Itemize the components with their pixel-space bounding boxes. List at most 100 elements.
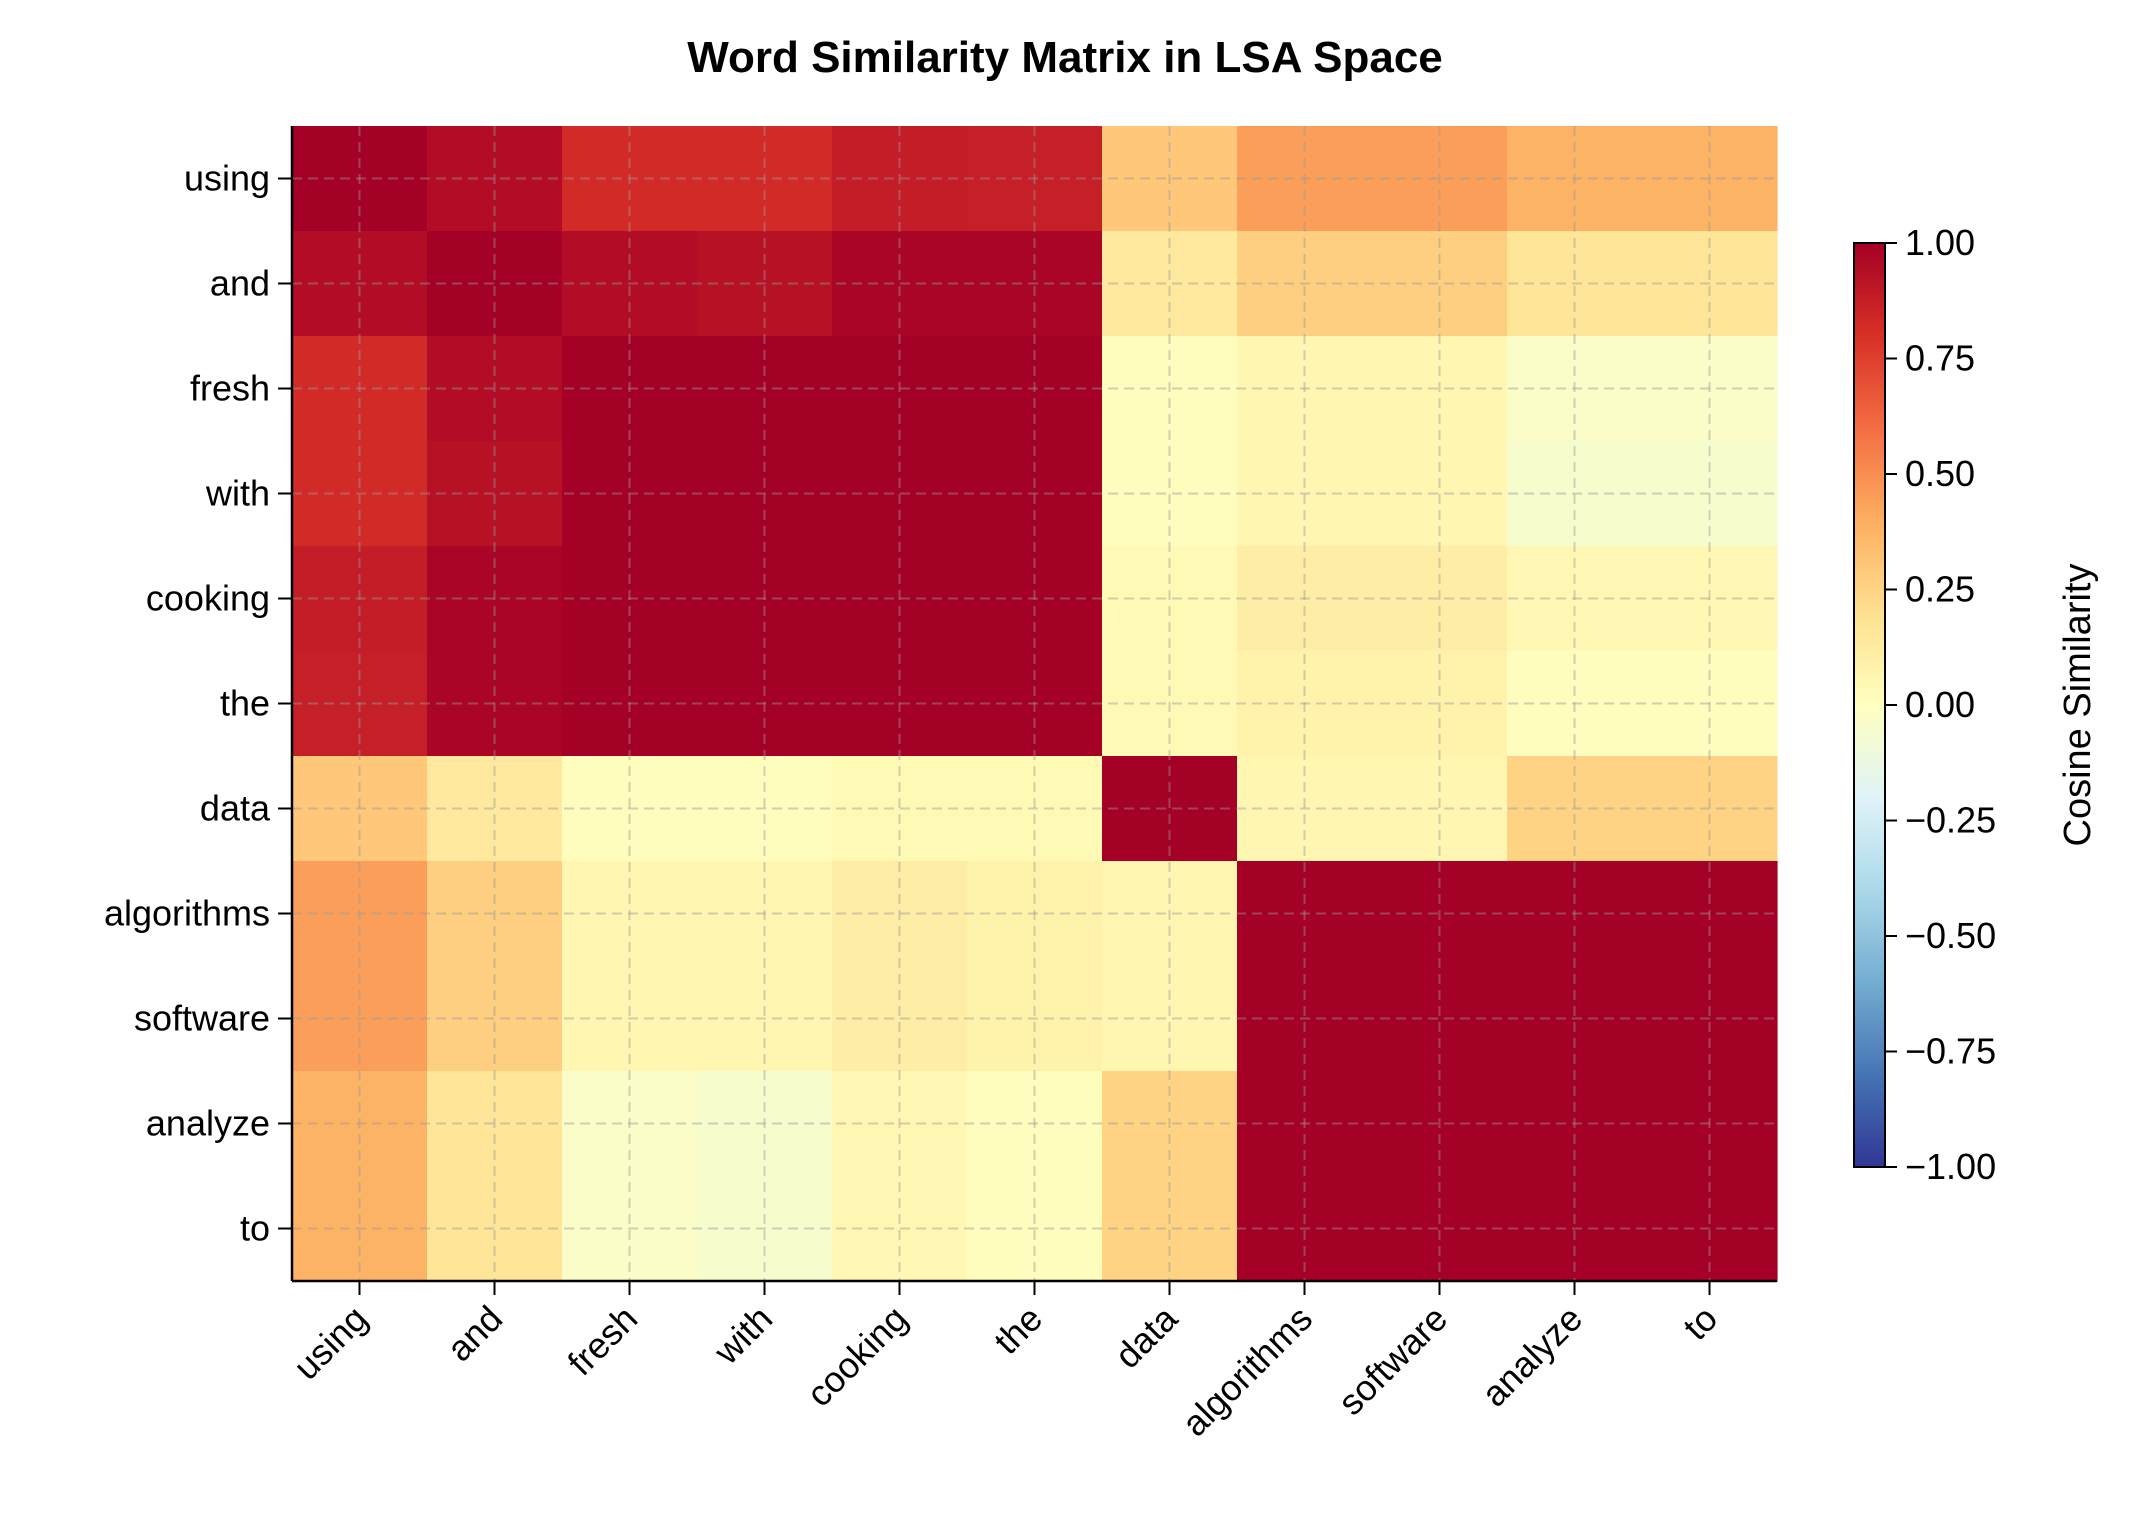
heatmap-cell-algorithms-fresh (562, 861, 698, 967)
heatmap-cell-to-the (967, 1176, 1103, 1282)
heatmap-cell-analyze-analyze (1507, 1071, 1643, 1177)
heatmap-cell-algorithms-data (1102, 861, 1238, 967)
colorbar-tick-label: 0.25 (1905, 569, 1975, 610)
heatmap-cell-analyze-using (292, 1071, 428, 1177)
heatmap-cell-fresh-using (292, 336, 428, 442)
heatmap-cell-using-with (697, 126, 833, 232)
heatmap-cell-cooking-software (1372, 546, 1508, 652)
heatmap-cell-to-analyze (1507, 1176, 1643, 1282)
y-tick-label: algorithms (104, 893, 270, 934)
heatmap-cell-using-using (292, 126, 428, 232)
heatmap-cell-to-and (427, 1176, 563, 1282)
colorbar-tick-label: −0.75 (1905, 1031, 1996, 1072)
heatmap-cell-using-algorithms (1237, 126, 1373, 232)
heatmap-cell-analyze-and (427, 1071, 563, 1177)
x-tick-label: using (285, 1298, 375, 1388)
heatmap-cell-the-cooking (832, 651, 968, 757)
x-tick-label: analyze (1473, 1298, 1590, 1415)
heatmap-cell-with-the (967, 441, 1103, 547)
chart-title: Word Similarity Matrix in LSA Space (687, 33, 1443, 82)
heatmap-cell-cooking-and (427, 546, 563, 652)
heatmap-cell-algorithms-cooking (832, 861, 968, 967)
heatmap-cell-software-using (292, 966, 428, 1072)
heatmap-cell-software-with (697, 966, 833, 1072)
x-tick-label: data (1107, 1297, 1186, 1376)
heatmap-cell-software-analyze (1507, 966, 1643, 1072)
heatmap-cell-cooking-cooking (832, 546, 968, 652)
heatmap-cell-software-software (1372, 966, 1508, 1072)
heatmap-cell-analyze-algorithms (1237, 1071, 1373, 1177)
heatmap-cell-algorithms-to (1642, 861, 1778, 967)
heatmap-cell-with-analyze (1507, 441, 1643, 547)
heatmap-cell-with-data (1102, 441, 1238, 547)
heatmap-cell-with-software (1372, 441, 1508, 547)
heatmap-cells (292, 126, 1778, 1282)
heatmap-cell-and-with (697, 231, 833, 337)
y-tick-label: cooking (146, 578, 270, 619)
colorbar-tick-label: −0.25 (1905, 800, 1996, 841)
y-tick-label: with (205, 473, 270, 514)
heatmap-cell-data-software (1372, 756, 1508, 862)
colorbar-gradient (1853, 242, 1886, 1168)
heatmap-cell-cooking-fresh (562, 546, 698, 652)
colorbar-label: Cosine Similarity (2057, 564, 2099, 847)
x-tick-label: fresh (560, 1298, 646, 1384)
heatmap-cell-data-with (697, 756, 833, 862)
heatmap-cell-algorithms-the (967, 861, 1103, 967)
heatmap-cell-the-and (427, 651, 563, 757)
heatmap-cell-analyze-data (1102, 1071, 1238, 1177)
y-tick-label: and (210, 263, 270, 304)
heatmap-cell-analyze-with (697, 1071, 833, 1177)
heatmap-cell-with-fresh (562, 441, 698, 547)
heatmap-cell-the-with (697, 651, 833, 757)
heatmap-cell-cooking-to (1642, 546, 1778, 652)
heatmap-cell-to-to (1642, 1176, 1778, 1282)
heatmap-cell-software-fresh (562, 966, 698, 1072)
heatmap-cell-algorithms-algorithms (1237, 861, 1373, 967)
heatmap-cell-analyze-the (967, 1071, 1103, 1177)
colorbar-tick-label: 1.00 (1905, 222, 1975, 263)
colorbar-tick-label: −0.50 (1905, 915, 1996, 956)
heatmap-cell-and-the (967, 231, 1103, 337)
y-tick-label: to (240, 1208, 270, 1249)
y-tick-labels: using and fresh with cooking the data algorithm… (104, 158, 271, 1249)
heatmap-cell-with-to (1642, 441, 1778, 547)
heatmap-cell-software-and (427, 966, 563, 1072)
heatmap-cell-using-cooking (832, 126, 968, 232)
heatmap-cell-algorithms-with (697, 861, 833, 967)
heatmap-cell-fresh-with (697, 336, 833, 442)
heatmap-cell-software-algorithms (1237, 966, 1373, 1072)
heatmap-cell-the-algorithms (1237, 651, 1373, 757)
heatmap-cell-software-data (1102, 966, 1238, 1072)
heatmap-cell-and-to (1642, 231, 1778, 337)
x-tick-labels: using and fresh with cooking the dataalgorithm… (285, 1297, 1725, 1444)
heatmap-cell-and-fresh (562, 231, 698, 337)
heatmap-cell-and-and (427, 231, 563, 337)
y-tick-label: the (220, 683, 270, 724)
heatmap-cell-analyze-to (1642, 1071, 1778, 1177)
heatmap-cell-to-cooking (832, 1176, 968, 1282)
heatmap-cell-fresh-cooking (832, 336, 968, 442)
heatmap-cell-software-to (1642, 966, 1778, 1072)
heatmap-cell-fresh-to (1642, 336, 1778, 442)
heatmap-cell-cooking-with (697, 546, 833, 652)
heatmap-cell-and-algorithms (1237, 231, 1373, 337)
heatmap-cell-using-analyze (1507, 126, 1643, 232)
heatmap-cell-fresh-the (967, 336, 1103, 442)
y-tick-label: software (134, 998, 270, 1039)
heatmap-cell-with-algorithms (1237, 441, 1373, 547)
heatmap-cell-the-analyze (1507, 651, 1643, 757)
heatmap-cell-data-the (967, 756, 1103, 862)
heatmap-cell-algorithms-and (427, 861, 563, 967)
heatmap-cell-to-software (1372, 1176, 1508, 1282)
heatmap-cell-the-the (967, 651, 1103, 757)
heatmap-cell-cooking-analyze (1507, 546, 1643, 652)
heatmap-cell-the-fresh (562, 651, 698, 757)
heatmap-cell-analyze-software (1372, 1071, 1508, 1177)
heatmap-cell-with-cooking (832, 441, 968, 547)
heatmap-cell-using-data (1102, 126, 1238, 232)
heatmap-cell-data-using (292, 756, 428, 862)
heatmap-cell-data-to (1642, 756, 1778, 862)
heatmap-cell-algorithms-using (292, 861, 428, 967)
